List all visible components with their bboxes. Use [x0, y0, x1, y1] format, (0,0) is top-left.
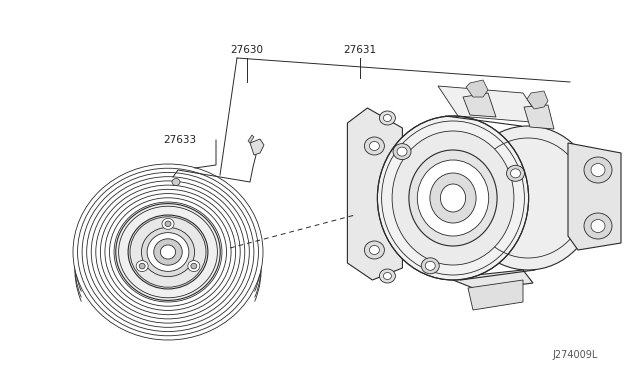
Ellipse shape	[380, 269, 396, 283]
Polygon shape	[527, 91, 548, 109]
Ellipse shape	[460, 126, 596, 270]
Ellipse shape	[417, 160, 489, 236]
Text: 27633: 27633	[163, 135, 196, 145]
Ellipse shape	[421, 258, 439, 274]
Ellipse shape	[147, 232, 189, 271]
Polygon shape	[448, 270, 533, 290]
Ellipse shape	[584, 213, 612, 239]
Ellipse shape	[369, 246, 380, 254]
Ellipse shape	[591, 164, 605, 176]
Ellipse shape	[191, 263, 197, 269]
Ellipse shape	[397, 147, 407, 156]
Ellipse shape	[393, 144, 411, 160]
Ellipse shape	[380, 111, 396, 125]
Polygon shape	[468, 280, 523, 310]
Ellipse shape	[511, 169, 520, 178]
Ellipse shape	[141, 227, 195, 277]
Polygon shape	[248, 135, 254, 143]
Ellipse shape	[369, 141, 380, 151]
Ellipse shape	[364, 137, 385, 155]
Text: 27630: 27630	[230, 45, 264, 55]
Text: J274009L: J274009L	[552, 350, 598, 360]
Ellipse shape	[425, 261, 435, 270]
Ellipse shape	[584, 157, 612, 183]
Ellipse shape	[165, 221, 171, 227]
Ellipse shape	[392, 131, 514, 265]
Ellipse shape	[162, 218, 174, 230]
Text: 27631: 27631	[344, 45, 376, 55]
Ellipse shape	[161, 245, 175, 259]
Ellipse shape	[430, 173, 476, 223]
Ellipse shape	[188, 260, 200, 272]
Polygon shape	[524, 105, 554, 129]
Ellipse shape	[506, 165, 525, 181]
Ellipse shape	[409, 150, 497, 246]
Ellipse shape	[128, 215, 208, 289]
Ellipse shape	[364, 241, 385, 259]
Polygon shape	[466, 80, 488, 97]
Ellipse shape	[116, 203, 220, 301]
Ellipse shape	[136, 260, 148, 272]
Ellipse shape	[172, 179, 180, 186]
Ellipse shape	[139, 263, 145, 269]
Ellipse shape	[383, 115, 392, 122]
Ellipse shape	[73, 164, 263, 340]
Ellipse shape	[378, 116, 529, 280]
Ellipse shape	[591, 219, 605, 232]
Polygon shape	[438, 86, 543, 123]
Polygon shape	[348, 108, 403, 280]
Polygon shape	[568, 143, 621, 250]
Polygon shape	[250, 139, 264, 155]
Ellipse shape	[154, 239, 182, 265]
Ellipse shape	[440, 184, 465, 212]
Ellipse shape	[383, 273, 392, 279]
Polygon shape	[463, 93, 496, 117]
